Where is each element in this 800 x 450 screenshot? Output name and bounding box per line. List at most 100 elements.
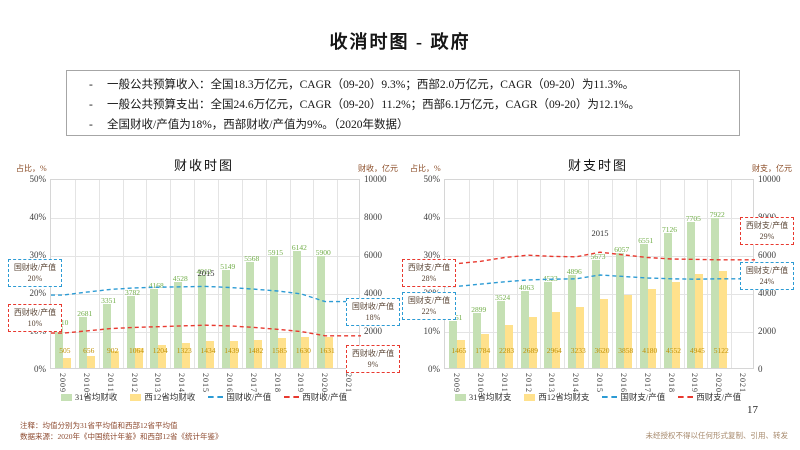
legend-item: 国财收/产值 (208, 391, 271, 403)
gridline-vertical (611, 180, 613, 368)
gridline-vertical (122, 180, 124, 368)
legend-dashed-line-icon (208, 396, 224, 398)
gridline-vertical (659, 180, 661, 368)
bar-national-avg (472, 312, 481, 368)
bar-west-avg (110, 350, 119, 368)
legend-item: 西12省均财收 (130, 391, 195, 403)
bar-value-label-national: 5149 (220, 262, 236, 272)
legend-item: 西12省均财支 (524, 391, 589, 403)
x-axis-year-label: 2019 (296, 373, 306, 393)
bar-value-label-west: 3620 (594, 346, 610, 355)
bar-value-label-west: 656 (83, 346, 95, 355)
gridline-vertical (98, 180, 100, 368)
gridline-vertical (337, 180, 339, 368)
bar-value-label-west: 1323 (176, 346, 192, 355)
bar-national-avg (544, 282, 553, 368)
bar-national-avg (150, 288, 159, 368)
x-axis-year-label: 2019 (690, 373, 700, 393)
right-axis-title: 财支，亿元 (752, 164, 792, 173)
x-axis-year-label: 2009 (451, 373, 461, 393)
bar-national-avg (174, 282, 183, 368)
bar-west-avg (253, 339, 262, 368)
bar-value-label-west: 4180 (642, 346, 658, 355)
left-axis-tick: 10% (423, 326, 441, 336)
bar-national-avg (221, 270, 230, 368)
bar-value-label-national: 3782 (125, 288, 140, 298)
bar-west-avg (134, 347, 143, 368)
right-axis-tick: 10000 (758, 174, 781, 184)
bar-value-label-west: 1434 (200, 346, 216, 355)
gridline-vertical (707, 180, 709, 368)
bullet-item: - 一般公共预算支出：全国24.6万亿元，CAGR（09-20）11.2%；西部… (67, 95, 739, 115)
right-axis-tick: 6000 (364, 250, 382, 260)
bar-value-label-west: 3858 (618, 346, 634, 355)
bar-west-avg (576, 306, 585, 368)
bar-value-label-west: 3233 (570, 346, 586, 355)
bar-national-avg (78, 317, 87, 368)
bar-value-label-national: 6057 (614, 244, 630, 254)
gridline-vertical (635, 180, 637, 368)
gridline-horizontal (51, 256, 359, 257)
disclaimer-text: 未经授权不得以任何形式复制、引用、转发 (645, 431, 789, 440)
callout-red-left: 西财支/产值 28% (402, 258, 456, 287)
x-axis-year-label: 2015 (595, 373, 604, 393)
plot-area: 2210505268165633519023782106441681204452… (50, 179, 361, 369)
right-axis-tick: 10000 (364, 174, 387, 184)
bar-west-avg (456, 340, 465, 368)
bar-west-avg (695, 274, 704, 368)
bar-west-avg (86, 355, 95, 368)
bar-west-avg (325, 337, 334, 368)
legend-item: 31省均财收 (60, 391, 117, 403)
callout-blue-left: 国财支/产值 22% (402, 292, 456, 321)
bar-value-label-national: 4912 (196, 266, 212, 276)
bar-value-label-west: 1631 (319, 346, 335, 355)
right-axis-tick: 0 (758, 364, 763, 374)
legend-swatch-icon (60, 393, 72, 401)
gridline-vertical (289, 180, 291, 368)
chart-title: 财收时图 (173, 158, 234, 173)
gridline-vertical (74, 180, 76, 368)
x-axis-year-label: 2011 (105, 373, 115, 393)
callout-blue-left: 国财收/产值 20% (8, 259, 62, 287)
callout-red-right: 西财收/产值 9% (346, 344, 400, 373)
bullet-text: 一般公共预算支出：全国24.6万亿元，CAGR（09-20）11.2%；西部6.… (107, 99, 641, 111)
bar-value-label-national: 5915 (268, 247, 283, 257)
legend-label: 西财收/产值 (302, 392, 348, 402)
chart-fiscal-expenditure: 财支时图占比，%财支，亿元246114652899178435242283406… (402, 155, 794, 410)
bar-national-avg (592, 260, 600, 368)
plot-area: 2461146528991784352422834063268945232964… (444, 179, 755, 369)
left-axis-tick: 20% (29, 288, 47, 298)
x-axis-year-label: 2021 (344, 373, 354, 393)
gridline-vertical (516, 180, 518, 368)
callout-blue-right: 国财收/产值 18% (346, 297, 400, 326)
annotation-year: 2015 (197, 267, 215, 278)
bar-national-avg (448, 321, 457, 368)
legend-label: 国财收/产值 (226, 392, 272, 402)
x-axis-year-label: 2014 (177, 373, 187, 393)
bullet-text: 全国财收/产值为18%，西部财收/产值为9%。（2020年数据） (107, 119, 409, 131)
bar-national-avg (126, 296, 135, 368)
trend-lines (51, 285, 361, 337)
gridline-vertical (313, 180, 315, 368)
legend-label: 国财支/产值 (620, 392, 666, 402)
legend-label: 西12省均财支 (538, 392, 590, 402)
bar-west-avg (229, 340, 238, 368)
bar-value-label-national: 5673 (590, 252, 606, 262)
left-axis-tick: 50% (423, 174, 441, 184)
page-number: 17 (747, 404, 758, 416)
bullet-text: 一般公共预算收入：全国18.3万亿元，CAGR（09-20）9.3%；西部2.0… (107, 79, 635, 91)
summary-box: - 一般公共预算收入：全国18.3万亿元，CAGR（09-20）9.3%；西部2… (66, 70, 740, 136)
bar-value-label-national: 5900 (315, 247, 331, 257)
bar-national-avg (102, 304, 111, 368)
bar-value-label-west: 1585 (272, 346, 287, 355)
bar-value-label-west: 1064 (129, 346, 144, 355)
gridline-vertical (683, 180, 685, 368)
chart-legend: 31省均财收 西12省均财收 国财收/产值 西财收/产值 (8, 391, 400, 403)
bar-value-label-national: 2899 (471, 304, 487, 314)
callout-red-right: 西财支/产值 29% (740, 216, 794, 245)
legend-dashed-line-icon (678, 396, 694, 398)
bar-value-label-west: 1204 (152, 346, 168, 355)
right-axis-tick: 8000 (364, 212, 382, 222)
left-axis-title: 占比，% (16, 164, 47, 173)
left-axis-tick: 30% (29, 250, 47, 260)
